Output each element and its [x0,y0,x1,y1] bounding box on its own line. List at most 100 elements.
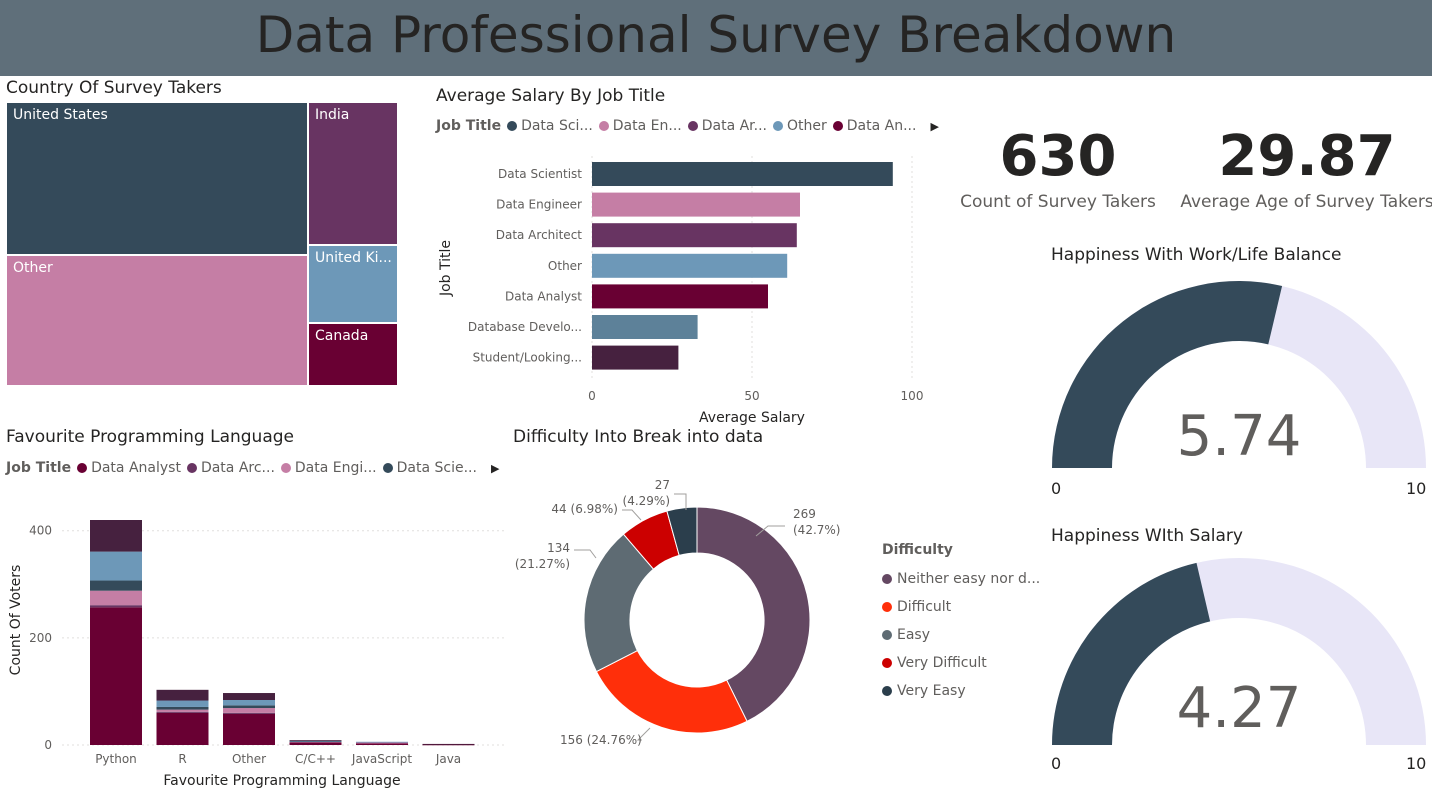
x-category-label: Other [232,752,266,766]
donut-data-label: 134 [547,541,570,555]
legend-dot [882,686,892,696]
y-category-label: Data Analyst [505,289,582,303]
treemap-label: Canada [315,328,369,344]
legend-item[interactable]: Data Ar... [687,118,767,134]
salary-bar [592,162,893,186]
y-category-label: Data Engineer [496,198,582,212]
legend-item[interactable]: Other [773,118,827,134]
legend-dot [507,121,518,131]
donut-data-label: 156 (24.76%) [560,733,642,747]
lang-bar-segment [156,700,209,707]
lang-bar-segment [156,689,209,701]
treemap-cell-united-states[interactable]: United States [6,102,308,255]
lang-bar-segment [90,607,142,745]
treemap-cell-india[interactable]: India [308,102,398,245]
legend-item[interactable]: Data Engi... [280,460,377,476]
y-axis-title: Job Title [438,240,454,297]
lang-bar-segment [156,706,209,710]
salary-bar [592,315,698,339]
legend-next-arrow-icon[interactable]: ▶ [490,461,500,475]
gauge-title-worklife: Happiness With Work/Life Balance [1051,245,1342,265]
legend-item[interactable]: Data Analyst [77,460,181,476]
gauge-worklife[interactable] [1046,278,1432,478]
gauge-title-salary: Happiness WIth Salary [1051,526,1243,546]
y-category-label: Student/Looking... [473,351,582,365]
x-tick-label: 50 [744,389,759,403]
donut-legend-item[interactable]: Neither easy nor d... [882,565,1040,593]
donut-legend: Neither easy nor d... Difficult Easy Ver… [882,565,1040,705]
legend-label: Neither easy nor d... [897,571,1041,587]
legend-dot [882,658,892,668]
legend-label: Very Easy [897,683,966,699]
legend-next-arrow-icon[interactable]: ▶ [930,119,939,133]
donut-legend-item[interactable]: Difficult [882,593,1040,621]
legend-dot [186,463,197,473]
legend-label: Data An... [846,118,917,134]
x-axis-title: Average Salary [699,410,805,426]
salary-bar [592,223,797,248]
lang-bar-segment [90,520,142,552]
lang-bar-segment [90,551,142,581]
y-category-label: Database Develo... [468,320,582,334]
donut-slice [696,506,811,722]
salary-legend: Job Title Data Sci... Data En... Data Ar… [436,118,939,134]
legend-title: Job Title [6,460,72,476]
legend-item[interactable]: Data Arc... [186,460,275,476]
donut-slice [595,649,748,734]
legend-label: Data Scie... [396,460,477,476]
donut-legend-item[interactable]: Very Difficult [882,649,1040,677]
gauge-min-worklife: 0 [1051,479,1062,498]
legend-item[interactable]: Data Scie... [382,460,477,476]
legend-dot [382,463,393,473]
donut-legend-title: Difficulty [882,542,953,558]
salary-bar-chart[interactable]: 0 50 100 Data Scientist Data Engineer Data Ar… [430,150,930,430]
donut-leader-line [636,727,651,741]
treemap-cell-other[interactable]: Other [6,255,308,386]
legend-title: Job Title [436,118,502,134]
salary-bar [592,345,679,370]
lang-bar-segment [422,743,475,745]
legend-label: Data Sci... [521,118,593,134]
gauge-salary[interactable] [1046,555,1432,755]
donut-leader-line [674,493,687,510]
gauge-fill [1052,562,1211,745]
gauge-max-salary: 10 [1406,754,1427,773]
y-category-label: Data Architect [496,228,583,242]
x-category-label: C/C++ [295,752,336,766]
lang-bar-segment [156,712,209,745]
donut-slice [666,506,698,557]
lang-bar-segment [223,712,275,714]
lang-bar-segment [356,741,408,743]
donut-legend-item[interactable]: Easy [882,621,1040,649]
legend-dot [882,574,892,584]
salary-chart-title: Average Salary By Job Title [436,86,666,106]
donut-leader-line [574,549,597,559]
legend-label: Data En... [612,118,682,134]
y-tick-label: 200 [29,631,52,645]
x-tick-label: 100 [901,389,924,403]
legend-item[interactable]: Data An... [832,118,917,134]
page-title: Data Professional Survey Breakdown [255,6,1177,64]
legend-item[interactable]: Data Sci... [507,118,593,134]
lang-bar-segment [289,742,342,745]
donut-legend-item[interactable]: Very Easy [882,677,1040,705]
x-axis-title: Favourite Programming Language [163,773,400,789]
lang-bar-segment [356,742,408,744]
donut-leader-line [622,509,642,521]
lang-stacked-bar-chart[interactable]: 0 200 400 Python R Other C/C++ JavaScript Java Fa… [0,520,510,790]
difficulty-donut-chart[interactable]: 269 (42.7%) 156 (24.76%) 134 (21.27%) 44 (6.9… [510,470,870,760]
treemap-cell-united-kingdom[interactable]: United Ki... [308,245,398,323]
country-treemap[interactable]: United States Other India United Ki... C… [6,102,398,386]
legend-item[interactable]: Data En... [598,118,682,134]
x-category-label: Python [95,752,137,766]
lang-bar-segment [223,705,275,709]
lang-bar-segment [356,743,408,745]
lang-bar-segment [223,693,275,700]
treemap-cell-canada[interactable]: Canada [308,323,398,386]
treemap-label: Other [13,260,53,276]
lang-bar-segment [223,700,275,706]
count-kpi-label: Count of Survey Takers [960,192,1156,212]
lang-bar-segment [289,740,342,742]
donut-data-label: 44 (6.98%) [551,502,618,516]
legend-dot [598,121,609,131]
